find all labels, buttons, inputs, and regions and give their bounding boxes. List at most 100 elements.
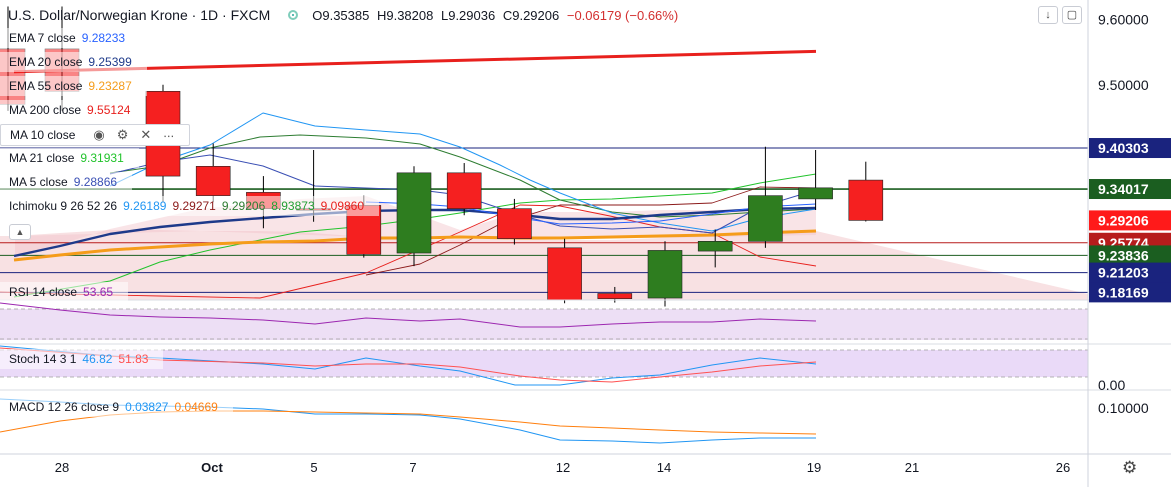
legend-ema7[interactable]: EMA 7 close 9.28233 — [0, 28, 141, 48]
x-tick-label: 19 — [807, 460, 821, 475]
candle-body — [597, 293, 633, 299]
price-label: 9.29206 — [1098, 212, 1149, 228]
legend-ema20-label: EMA 20 close — [9, 55, 83, 69]
open-value: O9.35385 — [312, 7, 370, 23]
legend-ema55-label: EMA 55 close — [9, 79, 83, 93]
symbol-name: U.S. Dollar/Norwegian Krone — [8, 7, 188, 23]
x-tick-label: 7 — [409, 460, 416, 475]
rsi-line — [0, 302, 817, 328]
stoch-d-value: 51.83 — [118, 352, 149, 366]
close-icon[interactable]: ✕ — [140, 127, 152, 142]
price-label-chip — [1089, 138, 1171, 159]
legend-ma5-label: MA 5 close — [9, 175, 68, 189]
price-label: 9.34017 — [1098, 181, 1149, 197]
candle-body — [748, 195, 783, 242]
candle-body — [848, 179, 884, 221]
legend-ichimoku-value: 8.93873 — [271, 199, 315, 213]
legend-ma5[interactable]: MA 5 close 9.28866 — [0, 172, 133, 192]
legend-ma10[interactable]: MA 10 close ◉ ⚙ ✕ ∙∙∙ — [0, 124, 191, 146]
candle-body — [547, 247, 582, 301]
high-value: H9.38208 — [376, 7, 434, 23]
legend-ma200-value: 9.55124 — [87, 103, 131, 117]
x-tick-label: 12 — [556, 460, 570, 475]
scroll-down-icon[interactable]: ↓ — [1038, 6, 1058, 24]
macd-label: MACD 12 26 close 9 — [9, 400, 120, 414]
market-status-icon — [288, 10, 299, 20]
price-label-chip — [1089, 262, 1171, 283]
candle-body — [195, 166, 231, 196]
ma10-line — [109, 112, 817, 232]
ema7-line — [365, 201, 817, 225]
fullscreen-icon[interactable]: ▢ — [1062, 6, 1082, 24]
legend-ichimoku-value: 9.26189 — [123, 199, 167, 213]
change-value: −0.06179 (−0.66%) — [566, 7, 679, 23]
collapse-legend-icon[interactable]: ▲ — [9, 224, 31, 240]
x-tick-label: Oct — [201, 460, 223, 475]
ohlc-values: O9.35385 H9.38208 L9.29036 C9.29206 −0.0… — [312, 8, 682, 23]
low-value: L9.29036 — [440, 7, 496, 23]
legend-ichimoku-value: 9.29271 — [172, 199, 216, 213]
candle-body — [647, 250, 683, 299]
interval-label: 1D — [200, 7, 219, 23]
macd-signal-value: 0.04669 — [174, 400, 218, 414]
ma200-line — [13, 49, 817, 74]
gear-icon[interactable]: ⚙ — [116, 127, 129, 142]
price-label-chip — [1089, 245, 1171, 266]
price-label-chip — [1089, 210, 1171, 231]
legend-ema20[interactable]: EMA 20 close 9.25399 — [0, 52, 147, 72]
legend-ma21[interactable]: MA 21 close 9.31931 — [0, 148, 139, 168]
ichimoku-base-line — [365, 186, 817, 276]
rsi-value: 53.65 — [83, 285, 114, 299]
legend-ichimoku-value: 9.29206 — [221, 199, 266, 213]
rsi-band — [0, 309, 1088, 340]
stoch-axis-label: 0.00 — [1098, 377, 1125, 393]
price-label: 9.40303 — [1098, 140, 1149, 156]
price-label-chip — [1089, 282, 1171, 303]
macd-legend[interactable]: MACD 12 26 close 9 0.03827 0.04669 — [0, 397, 233, 417]
legend-ichimoku-value: 9.09860 — [320, 199, 365, 213]
x-tick-label: 5 — [310, 460, 317, 475]
legend-ma200-label: MA 200 close — [9, 103, 82, 117]
stoch-legend[interactable]: Stoch 14 3 1 46.82 51.83 — [0, 349, 164, 369]
price-label-chip — [1089, 179, 1171, 200]
candle-body — [446, 172, 482, 209]
stoch-band — [0, 350, 1088, 377]
price-label: 9.21203 — [1098, 265, 1149, 281]
legend-ichimoku[interactable]: Ichimoku 9 26 52 26 9.26189 9.29271 9.29206… — [0, 196, 380, 216]
legend-ma200[interactable]: MA 200 close 9.55124 — [0, 100, 146, 120]
legend-ema55-value: 9.23287 — [88, 79, 132, 93]
x-tick-label: 26 — [1056, 460, 1070, 475]
price-label: 9.23836 — [1098, 247, 1149, 263]
source-label: FXCM — [230, 7, 271, 23]
legend-ema20-value: 9.25399 — [88, 55, 132, 69]
legend-ma21-label: MA 21 close — [9, 151, 75, 165]
rsi-legend[interactable]: RSI 14 close 53.65 — [0, 282, 129, 302]
more-icon[interactable]: ∙∙∙ — [163, 127, 175, 143]
macd-value: 0.03827 — [125, 400, 169, 414]
stoch-k-line — [0, 345, 817, 386]
symbol-title[interactable]: U.S. Dollar/Norwegian Krone · 1D · FXCM — [8, 7, 271, 23]
legend-ema55[interactable]: EMA 55 close 9.23287 — [0, 76, 147, 96]
price-label: 9.18169 — [1098, 284, 1149, 300]
stoch-label: Stoch 14 3 1 — [9, 352, 77, 366]
legend-ma5-value: 9.28866 — [73, 175, 118, 189]
legend-tools: ◉ ⚙ ✕ ∙∙∙ — [87, 127, 180, 143]
candle-body — [497, 208, 532, 239]
candle-body — [798, 187, 833, 200]
legend-ema7-label: EMA 7 close — [9, 31, 76, 45]
legend-ichimoku-label: Ichimoku 9 26 52 26 — [9, 199, 118, 213]
ichimoku-conversion-line — [109, 134, 817, 218]
x-tick-label: 28 — [55, 460, 69, 475]
legend-ema7-value: 9.28233 — [81, 31, 126, 45]
y-tick-label: 9.50000 — [1098, 77, 1149, 93]
x-tick-label: 21 — [905, 460, 919, 475]
symbol-header[interactable]: U.S. Dollar/Norwegian Krone · 1D · FXCM … — [8, 4, 682, 26]
stoch-d-line — [0, 347, 817, 383]
rsi-label: RSI 14 close — [9, 285, 78, 299]
chart-settings-icon[interactable]: ⚙ — [1122, 458, 1138, 477]
eye-icon[interactable]: ◉ — [93, 127, 105, 142]
y-tick-label: 9.60000 — [1098, 12, 1149, 28]
x-tick-label: 14 — [657, 460, 671, 475]
legend-ma21-value: 9.31931 — [80, 151, 124, 165]
stoch-k-value: 46.82 — [82, 352, 113, 366]
